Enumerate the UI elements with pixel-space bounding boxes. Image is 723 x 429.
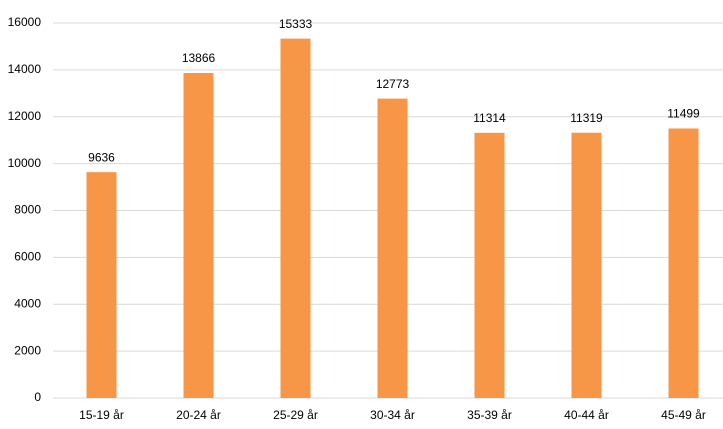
x-tick-label: 35-39 år bbox=[467, 408, 512, 422]
x-tick-label: 20-24 år bbox=[176, 408, 221, 422]
y-tick-label: 12000 bbox=[8, 109, 42, 123]
bar bbox=[183, 73, 214, 398]
x-tick-label: 30-34 år bbox=[370, 408, 415, 422]
y-tick-label: 16000 bbox=[8, 15, 42, 29]
bar bbox=[280, 38, 311, 398]
x-tick-label: 45-49 år bbox=[661, 408, 706, 422]
data-label: 11314 bbox=[473, 111, 506, 125]
x-tick-label: 15-19 år bbox=[79, 408, 124, 422]
x-tick-label: 40-44 år bbox=[564, 408, 609, 422]
data-label: 9636 bbox=[88, 150, 115, 164]
y-tick-label: 4000 bbox=[14, 296, 41, 310]
y-tick-label: 10000 bbox=[8, 156, 42, 170]
bar bbox=[571, 132, 602, 398]
y-tick-label: 2000 bbox=[14, 343, 41, 357]
y-tick-label: 0 bbox=[34, 390, 41, 404]
data-label: 11499 bbox=[667, 107, 700, 121]
bar bbox=[86, 172, 117, 398]
data-label: 13866 bbox=[182, 51, 216, 65]
x-tick-label: 25-29 år bbox=[273, 408, 318, 422]
data-label: 11319 bbox=[570, 111, 603, 125]
data-label: 15333 bbox=[279, 17, 313, 31]
bar bbox=[377, 98, 408, 398]
y-tick-label: 14000 bbox=[8, 62, 42, 76]
y-tick-label: 8000 bbox=[14, 203, 41, 217]
data-label: 12773 bbox=[376, 77, 410, 91]
bar bbox=[668, 128, 699, 398]
bar bbox=[474, 132, 505, 398]
y-tick-label: 6000 bbox=[14, 250, 41, 264]
